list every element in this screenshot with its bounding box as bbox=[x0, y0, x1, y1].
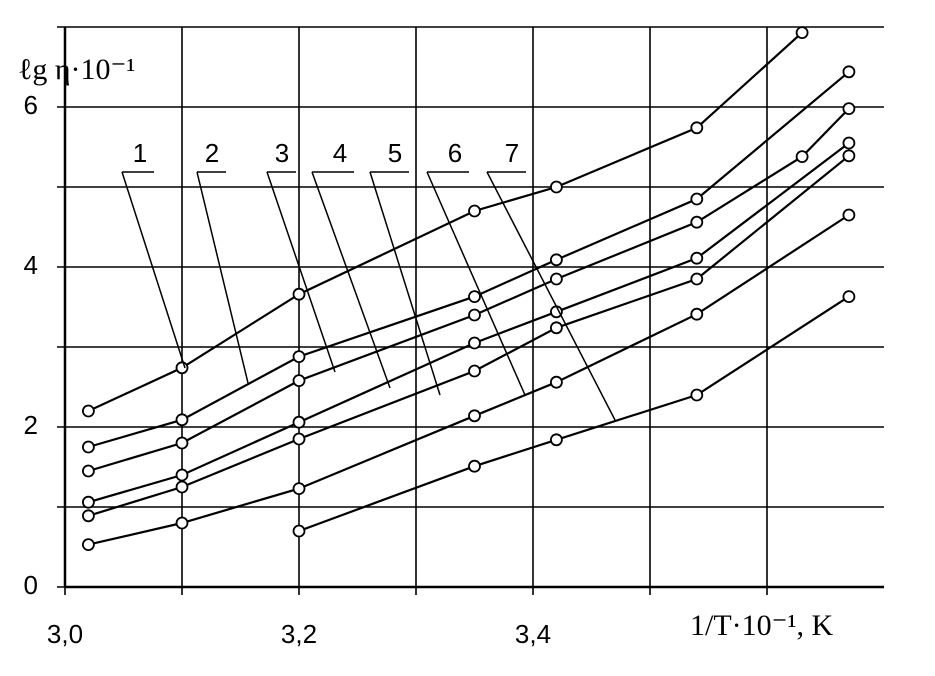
point bbox=[175, 468, 189, 482]
point bbox=[690, 251, 704, 265]
y-tick-label: 6 bbox=[24, 90, 38, 120]
point bbox=[550, 272, 563, 286]
point bbox=[82, 495, 95, 509]
x-tick-label: 3,0 bbox=[47, 619, 83, 649]
leader-line bbox=[196, 171, 249, 384]
point bbox=[292, 432, 306, 446]
point bbox=[690, 192, 704, 206]
point bbox=[550, 253, 563, 267]
point bbox=[550, 321, 563, 335]
point bbox=[292, 287, 306, 301]
point bbox=[795, 150, 809, 164]
point bbox=[175, 516, 189, 530]
point bbox=[690, 307, 704, 321]
point bbox=[690, 272, 704, 286]
point bbox=[842, 208, 856, 222]
point bbox=[468, 364, 481, 378]
point bbox=[468, 308, 481, 322]
point bbox=[468, 290, 481, 304]
point bbox=[175, 361, 189, 375]
point bbox=[468, 336, 481, 350]
point bbox=[842, 136, 856, 150]
point bbox=[842, 65, 856, 79]
point bbox=[82, 404, 95, 418]
curve-label: 3 bbox=[275, 138, 289, 168]
leader-line bbox=[486, 171, 616, 421]
leader-line bbox=[121, 171, 186, 369]
point bbox=[292, 415, 306, 429]
point bbox=[842, 149, 856, 163]
curve-label: 7 bbox=[505, 138, 519, 168]
point bbox=[82, 440, 95, 454]
curve-label: 1 bbox=[133, 138, 147, 168]
point bbox=[468, 204, 481, 218]
point bbox=[842, 290, 856, 304]
point bbox=[175, 413, 189, 427]
curve bbox=[88, 70, 850, 449]
point bbox=[550, 433, 563, 447]
point bbox=[468, 459, 481, 473]
leader-line bbox=[369, 171, 441, 396]
point bbox=[292, 482, 306, 496]
curve bbox=[88, 107, 850, 473]
point bbox=[292, 524, 306, 538]
x-tick-label: 3,2 bbox=[281, 619, 317, 649]
point bbox=[468, 409, 481, 423]
x-tick-label: 3,4 bbox=[515, 619, 551, 649]
curve-label: 6 bbox=[448, 138, 462, 168]
point bbox=[82, 538, 95, 551]
curve-label: 4 bbox=[333, 138, 347, 168]
point bbox=[690, 388, 704, 402]
leader-line bbox=[266, 171, 336, 373]
y-axis-title: ℓg η·10⁻¹ bbox=[18, 53, 135, 86]
x-axis-title: 1/T·10⁻¹, K bbox=[690, 609, 833, 642]
y-tick-label: 4 bbox=[24, 250, 38, 280]
leader-line bbox=[426, 171, 526, 396]
point bbox=[82, 464, 95, 478]
point bbox=[690, 121, 704, 135]
leader-line bbox=[311, 171, 391, 389]
point bbox=[292, 374, 306, 388]
point bbox=[550, 180, 563, 194]
point bbox=[175, 480, 189, 494]
point bbox=[842, 102, 856, 115]
y-tick-label: 0 bbox=[24, 570, 38, 600]
point bbox=[550, 375, 563, 389]
curve-label: 2 bbox=[205, 138, 219, 168]
point bbox=[82, 509, 95, 523]
point bbox=[175, 436, 189, 450]
point bbox=[795, 26, 809, 39]
curve-label: 5 bbox=[388, 138, 402, 168]
point bbox=[292, 350, 306, 364]
point bbox=[690, 215, 704, 229]
y-tick-label: 2 bbox=[24, 410, 38, 440]
curve bbox=[88, 214, 850, 546]
